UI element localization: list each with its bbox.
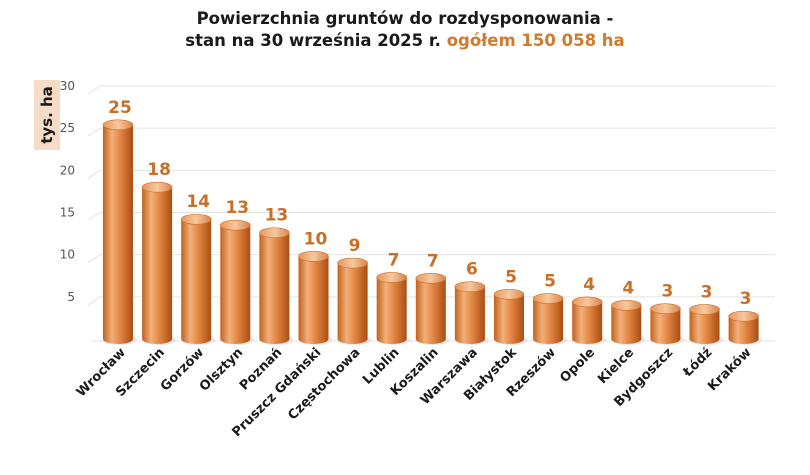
bar — [415, 272, 450, 345]
bar-body — [220, 225, 251, 344]
gridline-depth — [87, 254, 101, 264]
bar-top — [337, 257, 368, 269]
bar — [689, 304, 724, 345]
bar-top — [259, 227, 290, 239]
data-label: 4 — [583, 275, 595, 295]
y-tick-label: 20 — [60, 163, 75, 177]
bar-top — [493, 289, 525, 300]
bar-body — [298, 256, 329, 344]
bar — [454, 281, 489, 345]
bar-body — [728, 316, 759, 344]
category-label: Częstochowa — [285, 345, 363, 423]
bar-top — [610, 299, 642, 311]
bar — [259, 227, 294, 345]
bar — [180, 213, 216, 345]
bar-top — [571, 296, 603, 308]
bar — [571, 296, 607, 345]
gridline-depth — [87, 169, 101, 179]
gridline-depth — [87, 85, 101, 95]
y-tick-label: 30 — [60, 79, 75, 93]
bar-body — [181, 219, 212, 344]
bar-top — [532, 293, 564, 304]
bar-top — [415, 272, 447, 284]
data-label: 25 — [108, 98, 132, 118]
bar-body — [454, 286, 485, 344]
category-labels: WrocławSzczecinGorzówOlsztynPoznańPruszc… — [74, 345, 755, 440]
data-label: 9 — [349, 236, 361, 256]
bar — [650, 303, 685, 345]
data-label: 3 — [661, 282, 673, 302]
gridline-depth — [87, 127, 101, 137]
bar-body — [337, 263, 368, 344]
y-tick-label: 25 — [60, 121, 75, 135]
bar-body — [259, 232, 290, 344]
bar — [141, 181, 177, 345]
data-label: 10 — [304, 229, 328, 249]
y-axis-label-box: tys. ha — [34, 80, 60, 150]
bar — [298, 251, 333, 345]
bar-top — [689, 304, 720, 315]
data-label: 7 — [427, 251, 439, 271]
bar — [493, 289, 528, 345]
bar — [610, 299, 646, 345]
bar-top — [102, 119, 134, 131]
data-label: 5 — [505, 267, 517, 287]
category-label: Łódź — [680, 345, 715, 380]
bar-top — [650, 303, 681, 314]
y-axis-ticks: 5 10 15 20 25 30 — [60, 79, 75, 304]
bar-body — [572, 301, 603, 344]
bar-top — [376, 272, 408, 283]
bar-body — [142, 187, 173, 344]
data-label: 3 — [701, 282, 713, 302]
category-label: Olsztyn — [197, 345, 246, 394]
bar — [728, 310, 763, 345]
bar-top — [728, 310, 759, 322]
category-label: Opole — [557, 345, 598, 386]
bar-body — [376, 277, 407, 344]
data-label: 6 — [466, 260, 478, 280]
data-label: 5 — [544, 272, 556, 292]
gridline-depth — [87, 296, 101, 306]
bar-body — [494, 294, 524, 344]
y-tick-label: 10 — [60, 248, 75, 262]
chart-title-total: ogółem 150 058 ha — [446, 31, 625, 50]
y-tick-label: 5 — [67, 290, 75, 304]
bar — [337, 257, 372, 345]
data-label: 18 — [147, 160, 171, 180]
bar-top — [141, 181, 173, 193]
data-label: 3 — [740, 289, 752, 309]
bars — [102, 119, 763, 345]
data-label: 4 — [622, 278, 634, 298]
chart-title: Powierzchnia gruntów do rozdysponowania … — [0, 8, 810, 52]
bar-body — [689, 309, 720, 344]
bar-top — [454, 281, 486, 293]
bar-top — [220, 219, 251, 231]
y-tick-label: 15 — [60, 206, 75, 220]
bar-body — [533, 298, 564, 344]
bar — [532, 293, 568, 345]
gridline-depth — [87, 212, 101, 221]
chart-title-line1: Powierzchnia gruntów do rozdysponowania … — [196, 9, 614, 28]
data-labels: 25 18 14 13 13 10 9 7 7 6 5 5 4 4 3 3 3 — [108, 98, 751, 309]
bar-body — [103, 124, 133, 344]
data-label: 13 — [225, 198, 249, 218]
bar-body — [611, 305, 642, 344]
data-label: 13 — [265, 206, 289, 226]
data-label: 14 — [186, 192, 210, 212]
bar-body — [650, 308, 681, 344]
bar — [376, 272, 411, 345]
chart-title-line2: stan na 30 września 2025 r. ogółem 150 0… — [0, 30, 810, 52]
category-label: Kraków — [705, 345, 754, 394]
bar-top — [298, 251, 329, 262]
chart-title-date: stan na 30 września 2025 r. — [185, 31, 441, 50]
data-label: 7 — [388, 250, 400, 270]
bar-top — [180, 213, 212, 225]
bar-body — [415, 278, 446, 344]
bar — [102, 119, 137, 345]
bar — [220, 219, 255, 345]
